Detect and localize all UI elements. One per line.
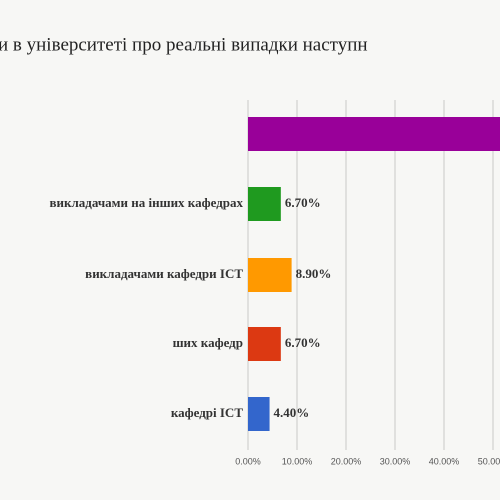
x-tick-label: 50.00% [478, 456, 500, 466]
category-label: викладачами на інших кафедрах [49, 195, 243, 210]
value-label: 6.70% [285, 195, 321, 210]
x-tick-label: 0.00% [235, 456, 261, 466]
value-label: 4.40% [274, 405, 310, 420]
category-label: кафедрі ICT [171, 405, 244, 420]
bar [248, 327, 281, 361]
bar [248, 117, 500, 151]
x-tick-label: 30.00% [380, 456, 411, 466]
chart-title: и в університеті про реальні випадки нас… [0, 34, 368, 55]
x-tick-label: 20.00% [331, 456, 362, 466]
category-label: викладачами кафедри ICT [85, 266, 243, 281]
bar [248, 258, 292, 292]
bar [248, 397, 270, 431]
x-tick-label: 10.00% [282, 456, 313, 466]
category-label: ших кафедр [173, 335, 243, 350]
bar [248, 187, 281, 221]
value-label: 8.90% [296, 266, 332, 281]
x-tick-label: 40.00% [429, 456, 460, 466]
value-label: 6.70% [285, 335, 321, 350]
